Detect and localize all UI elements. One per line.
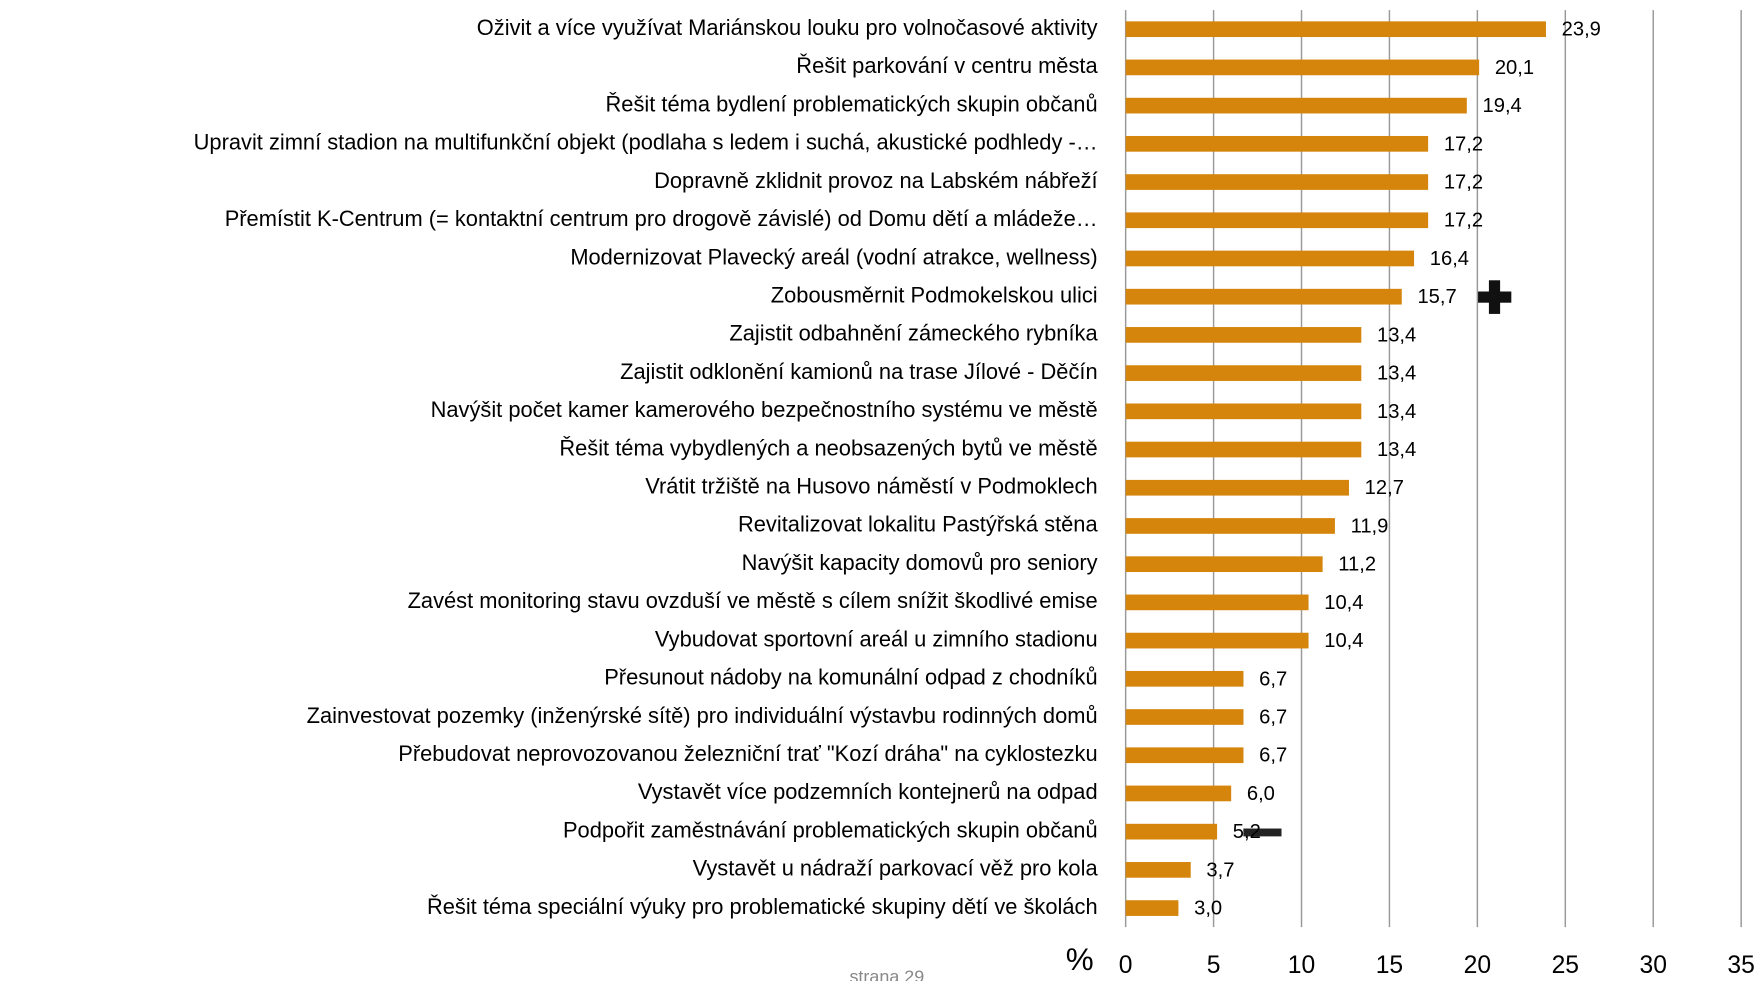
- value-label: 3,7: [1206, 859, 1234, 881]
- category-label: Zobousměrnit Podmokelskou ulici: [771, 282, 1098, 307]
- category-label: Vystavět více podzemních kontejnerů na o…: [638, 779, 1098, 804]
- category-label: Přebudovat neprovozovanou železniční tra…: [398, 741, 1097, 766]
- category-label: Navýšit kapacity domovů pro seniory: [742, 550, 1098, 575]
- bar: [1125, 518, 1335, 534]
- value-label: 13,4: [1377, 401, 1416, 423]
- value-label: 13,4: [1377, 324, 1416, 346]
- value-label: 20,1: [1495, 57, 1534, 79]
- bar: [1125, 21, 1546, 38]
- category-label: Řešit téma vybydlených a neobsazených by…: [559, 435, 1097, 460]
- category-label: Podpořit zaměstnávání problematických sk…: [563, 817, 1098, 842]
- value-label: 11,2: [1338, 554, 1376, 576]
- category-label: Vystavět u nádraží parkovací věž pro kol…: [693, 856, 1099, 881]
- category-label: Oživit a více využívat Mariánskou louku …: [477, 15, 1098, 40]
- bar: [1125, 97, 1467, 114]
- bar: [1125, 823, 1218, 840]
- x-tick-label: 10: [1288, 952, 1315, 979]
- bar: [1125, 441, 1362, 458]
- value-label: 23,9: [1562, 19, 1601, 41]
- category-label: Řešit téma bydlení problematických skupi…: [606, 91, 1098, 116]
- category-label: Zajistit odbahnění zámeckého rybníka: [729, 321, 1098, 346]
- category-label: Navýšit počet kamer kamerového bezpečnos…: [431, 397, 1098, 422]
- category-label: Zavést monitoring stavu ovzduší ve městě…: [408, 588, 1098, 613]
- bar: [1125, 747, 1244, 764]
- minus-icon: [1243, 828, 1282, 837]
- category-label: Vybudovat sportovní areál u zimního stad…: [655, 626, 1098, 651]
- bar: [1125, 327, 1362, 343]
- category-label: Upravit zimní stadion na multifunkční ob…: [194, 130, 1098, 155]
- category-label: Revitalizovat lokalitu Pastýřská stěna: [738, 512, 1098, 537]
- value-label: 6,7: [1259, 706, 1287, 728]
- value-label: 6,7: [1259, 745, 1287, 767]
- bar: [1125, 556, 1323, 573]
- value-label: 17,2: [1444, 171, 1483, 193]
- x-tick-label: 5: [1207, 952, 1221, 979]
- bar: [1125, 59, 1480, 76]
- bar: [1125, 403, 1362, 420]
- bar: [1125, 365, 1362, 381]
- value-label: 13,4: [1377, 439, 1416, 461]
- bar: [1125, 174, 1429, 190]
- x-tick-label: 35: [1727, 952, 1754, 979]
- x-axis-label: %: [1066, 942, 1094, 977]
- value-label: 17,2: [1444, 210, 1483, 232]
- value-label: 3,0: [1194, 898, 1222, 920]
- footer: strana 29: [849, 966, 924, 981]
- value-label: 11,9: [1351, 515, 1389, 537]
- bar: [1125, 785, 1232, 802]
- value-label: 12,7: [1365, 477, 1404, 499]
- plus-icon: [1477, 280, 1512, 314]
- x-tick-label: 30: [1640, 952, 1667, 979]
- value-label: 19,4: [1483, 95, 1522, 117]
- value-label: 15,7: [1417, 286, 1456, 308]
- category-label: Řešit parkování v centru města: [796, 53, 1098, 78]
- x-tick-label: 25: [1552, 952, 1579, 979]
- value-label: 13,4: [1377, 363, 1416, 385]
- bar: [1125, 670, 1244, 687]
- bar: [1125, 479, 1349, 496]
- bar: [1125, 594, 1309, 611]
- category-label: Modernizovat Plavecký areál (vodní atrak…: [570, 244, 1097, 269]
- bar: [1125, 250, 1415, 267]
- category-label: Vrátit tržiště na Husovo náměstí v Podmo…: [645, 474, 1097, 499]
- value-label: 17,2: [1444, 133, 1483, 155]
- category-label: Přemístit K-Centrum (= kontaktní centrum…: [225, 206, 1098, 231]
- bar: [1125, 632, 1309, 649]
- category-label: Řešit téma speciální výuky pro problemat…: [427, 894, 1098, 919]
- value-label: 5,2: [1233, 821, 1261, 843]
- bar: [1125, 862, 1191, 878]
- category-label: Přesunout nádoby na komunální odpad z ch…: [604, 665, 1097, 690]
- category-label: Dopravně zklidnit provoz na Labském nábř…: [654, 168, 1098, 193]
- bar: [1125, 900, 1179, 916]
- value-label: 10,4: [1324, 630, 1363, 652]
- value-label: 6,7: [1259, 668, 1287, 690]
- bar: [1125, 709, 1244, 725]
- x-tick-label: 0: [1119, 952, 1133, 979]
- x-tick-label: 15: [1376, 952, 1403, 979]
- category-label: Zainvestovat pozemky (inženýrské sítě) p…: [307, 703, 1098, 728]
- bar: [1125, 288, 1402, 305]
- value-label: 6,0: [1247, 783, 1275, 805]
- value-label: 16,4: [1430, 248, 1469, 270]
- bar: [1125, 135, 1429, 152]
- bar: [1125, 212, 1429, 229]
- category-label: Zajistit odklonění kamionů na trase Jílo…: [620, 359, 1098, 384]
- value-label: 10,4: [1324, 592, 1363, 614]
- x-tick-label: 20: [1464, 952, 1491, 979]
